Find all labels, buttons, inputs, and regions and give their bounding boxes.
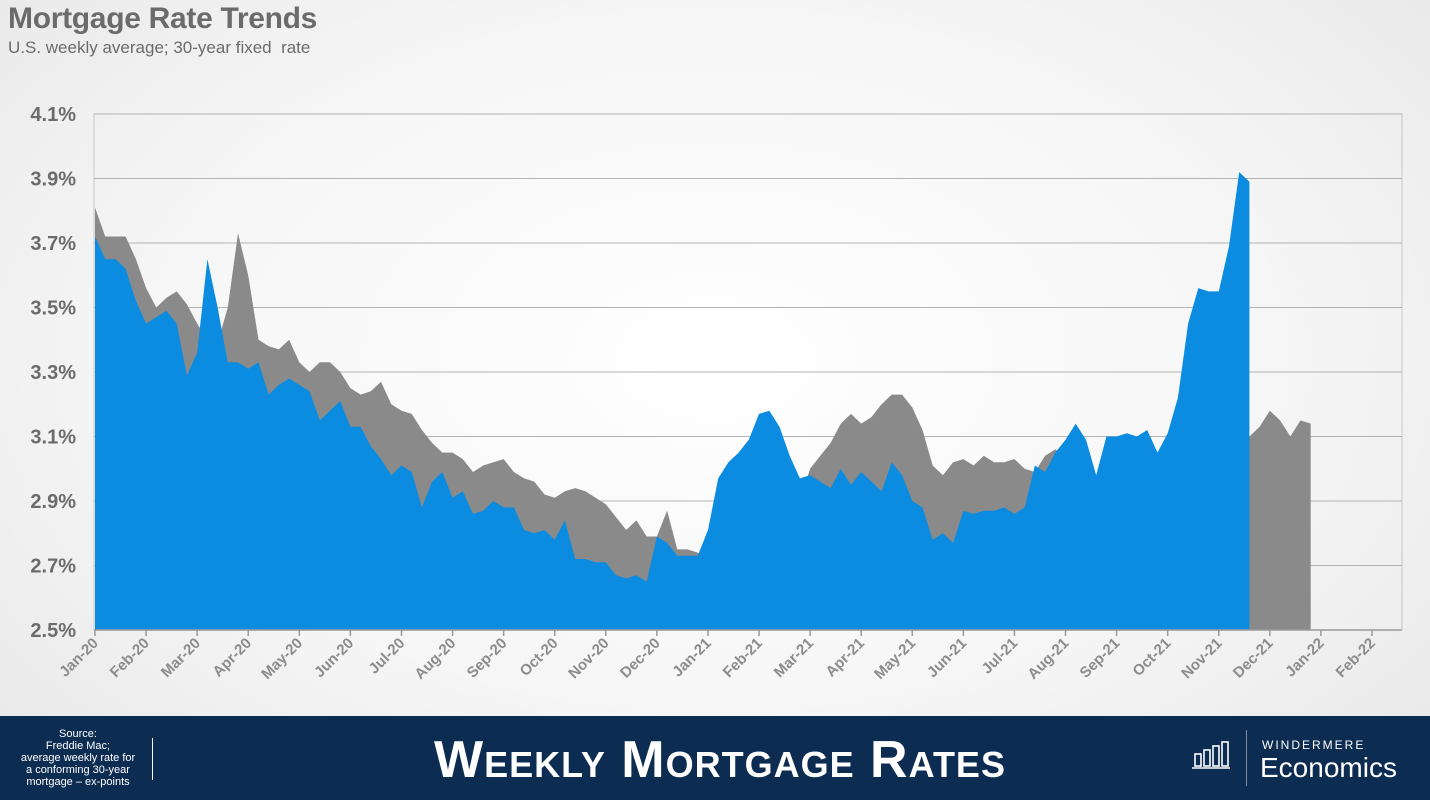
x-tick-label: Sep-20 [464,635,511,682]
y-tick-label: 3.9% [30,169,76,191]
x-tick-label: Feb-22 [1333,635,1379,681]
x-tick-label: Mar-20 [158,635,204,681]
x-tick-label: Jul-21 [979,635,1022,678]
y-tick-label: 2.7% [30,556,76,578]
y-axis-labels: 2.5% 2.7% 2.9% 3.1% 3.3% 3.5% 3.7% 3.9% 4.1% [30,104,76,642]
x-tick-marks [94,630,1373,636]
mortgage-rate-chart: 2.5% 2.7% 2.9% 3.1% 3.3% 3.5% 3.7% 3.9% 4.1% Jan… [30,104,1403,683]
x-tick-label: Dec-20 [617,635,664,682]
x-tick-label: Nov-20 [565,635,612,682]
y-tick-label: 2.5% [30,620,76,642]
x-tick-label: Sep-21 [1077,635,1124,682]
footer-banner: Source: Freddie Mac; average weekly rate… [0,716,1430,800]
x-tick-label: Aug-21 [1024,635,1072,683]
x-tick-label: Jan-21 [669,635,715,681]
source-text: Source: Freddie Mac; average weekly rate… [20,728,136,788]
y-tick-label: 3.7% [30,233,76,255]
x-tick-label: Jun-20 [311,635,357,681]
y-tick-label: 3.5% [30,298,76,320]
source-divider [152,738,153,780]
x-tick-label: Dec-21 [1230,635,1277,682]
source-note: Source: Freddie Mac; average weekly rate… [8,728,148,788]
y-tick-label: 3.1% [30,427,76,449]
x-tick-label: Aug-20 [411,635,459,683]
brand-name: WINDERMERE [1262,738,1366,752]
y-tick-label: 4.1% [30,104,76,126]
chart-title: Mortgage Rate Trends [8,2,318,35]
x-tick-label: Feb-20 [107,635,153,681]
area-series-blue [95,172,1250,630]
x-tick-label: Jul-20 [366,635,409,678]
x-tick-label: May-21 [871,635,919,683]
x-tick-label: Jan-22 [1282,635,1328,681]
bar-chart-logo-icon [1192,741,1230,769]
x-tick-label: Jun-21 [924,635,970,681]
brand-subname: Economics [1260,752,1397,783]
banner-title: Weekly Mortgage Rates [434,731,1006,789]
x-tick-label: Nov-21 [1178,635,1225,682]
logo-divider [1246,730,1247,786]
chart-subtitle: U.S. weekly average; 30-year fixed rate [8,38,311,57]
x-tick-label: Mar-21 [771,635,817,681]
x-tick-label: May-20 [258,635,306,683]
x-tick-label: Oct-21 [1129,635,1174,680]
y-tick-label: 3.3% [30,362,76,384]
x-tick-label: Apr-20 [209,635,255,681]
x-tick-label: Apr-21 [822,635,868,681]
x-tick-label: Feb-21 [720,635,766,681]
y-tick-label: 2.9% [30,491,76,513]
x-tick-label: Oct-20 [517,635,562,680]
x-axis-labels: Jan-20 Feb-20 Mar-20 Apr-20 May-20 Jun-20 Jul-… [56,635,1379,683]
